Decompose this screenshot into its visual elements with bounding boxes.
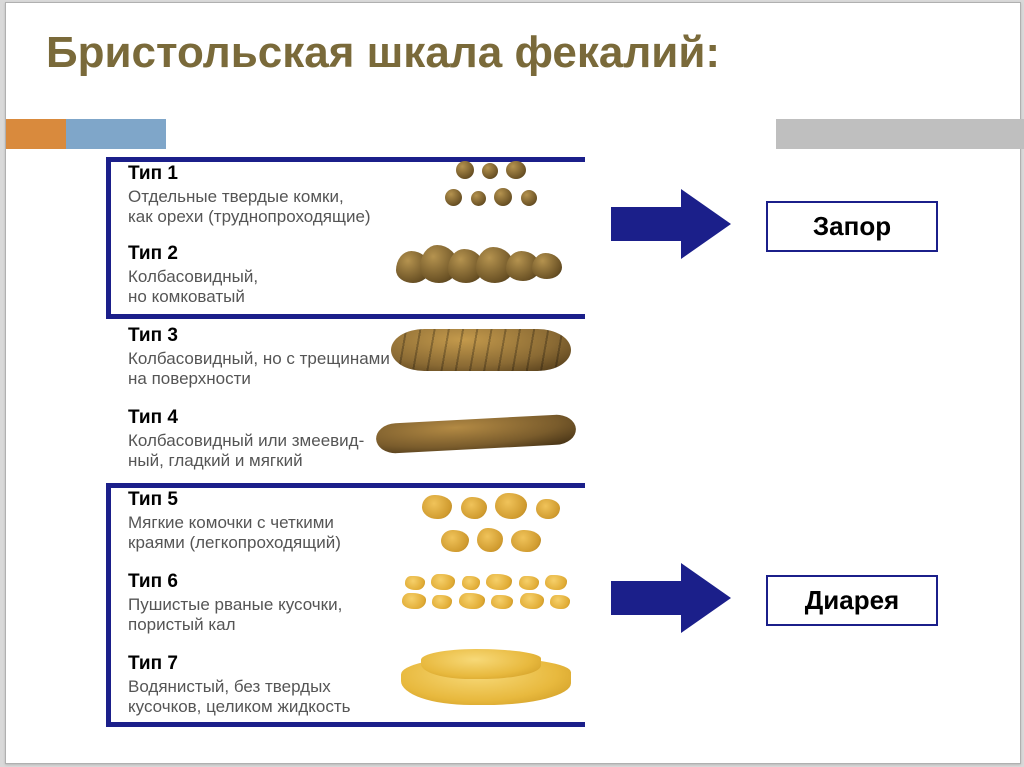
stripe-blue xyxy=(66,119,166,149)
illus-type-7 xyxy=(391,657,581,705)
stripe-grey xyxy=(776,119,1024,149)
illus-type-5 xyxy=(396,491,586,559)
title-suffix: : xyxy=(705,28,720,77)
arrow-icon xyxy=(611,563,731,633)
illus-type-2 xyxy=(386,243,576,287)
label-constipation-text: Запор xyxy=(813,211,891,241)
arrow-constipation xyxy=(611,189,731,259)
label-diarrhea: Диарея xyxy=(766,575,938,626)
label-diarrhea-text: Диарея xyxy=(805,585,899,615)
arrow-icon xyxy=(611,189,731,259)
bristol-chart: Запор Диарея Тип 1Отдельные твердые комк… xyxy=(106,153,936,723)
illus-type-4 xyxy=(376,419,566,449)
page-title: Бристольская шкала фекалий: xyxy=(46,28,720,78)
slide: Бристольская шкала фекалий: Запор Диарея… xyxy=(5,2,1021,764)
stripe-orange xyxy=(6,119,66,149)
illus-type-1 xyxy=(396,159,586,213)
title-text: Бристольская шкала фекалий xyxy=(46,28,705,77)
label-constipation: Запор xyxy=(766,201,938,252)
arrow-diarrhea xyxy=(611,563,731,633)
illus-type-3 xyxy=(386,329,576,371)
illus-type-6 xyxy=(391,573,581,610)
